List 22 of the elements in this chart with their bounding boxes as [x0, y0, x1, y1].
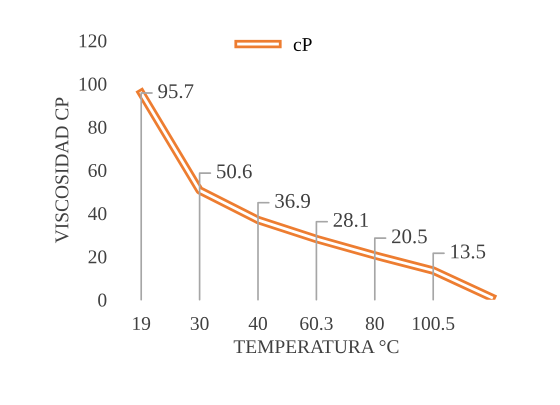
y-tick-label: 60 — [88, 164, 106, 178]
data-label: 20.5 — [392, 229, 427, 244]
x-tick-label: 60.3 — [300, 316, 333, 330]
x-tick-label: 30 — [190, 316, 209, 330]
x-tick-label: 100.5 — [413, 316, 454, 330]
data-label: 50.6 — [217, 164, 252, 178]
y-tick-label: 40 — [88, 207, 106, 220]
x-tick-label: 40 — [248, 316, 267, 330]
x-axis-title: TEMPERATURA °C — [234, 340, 398, 354]
x-tick-label: 80 — [366, 316, 384, 330]
y-tick-label: 80 — [88, 120, 106, 134]
data-label: 13.5 — [451, 244, 486, 259]
y-tick-label: 0 — [98, 294, 106, 307]
y-tick-label: 100 — [80, 78, 106, 91]
data-label: 28.1 — [334, 212, 368, 228]
data-label: 36.9 — [275, 194, 310, 208]
legend-label: cP — [294, 38, 312, 52]
data-label: 95.7 — [158, 84, 194, 98]
x-tick-label: 19 — [133, 316, 150, 330]
y-tick-label: 120 — [80, 34, 106, 48]
y-axis-title: VISCOSIDAD CP — [55, 98, 69, 244]
y-tick-label: 20 — [88, 250, 106, 264]
